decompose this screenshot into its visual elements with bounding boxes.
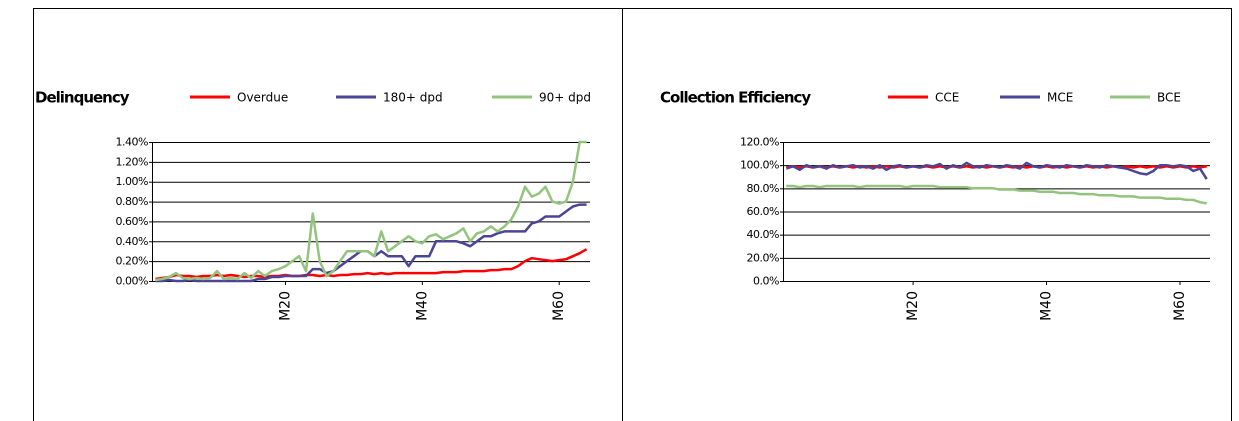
x-tick-label: M40 [414,291,430,321]
y-tick-label: 1.40% [116,136,148,149]
y-tick-label: 40.0% [747,228,779,241]
y-tick-label: 120.0% [740,136,779,149]
y-tick-label: 0.20% [116,255,148,268]
x-tick-label: M40 [1039,291,1055,321]
series-line [785,161,1208,180]
y-tick-label: 0.0% [753,275,779,288]
x-tick-label: M60 [1172,291,1188,321]
y-tick-label: 1.00% [116,175,148,188]
legend-label: CCE [935,91,959,105]
x-tick-label: M60 [551,291,567,321]
series-line [786,184,1207,205]
series-line [155,140,587,282]
legend-label: 180+ dpd [383,91,443,105]
y-tick-label: 0.40% [116,235,148,248]
y-tick-label: 20.0% [747,251,779,264]
legend-label: Overdue [237,91,288,105]
x-tick-label: M20 [278,291,294,321]
chart-title: Delinquency [35,89,130,107]
legend-label: BCE [1157,91,1181,105]
legend-label: 90+ dpd [539,91,591,105]
legend-label: MCE [1047,91,1073,105]
y-tick-label: 100.0% [740,159,779,172]
y-tick-label: 1.20% [116,155,148,168]
series-line [155,203,587,283]
y-tick-label: 0.00% [116,275,148,288]
chart-title: Collection Efficiency [660,89,811,107]
y-tick-label: 80.0% [747,182,779,195]
y-tick-label: 60.0% [747,205,779,218]
x-tick-label: M20 [905,291,921,321]
series-line [155,248,588,281]
y-tick-label: 0.80% [116,195,148,208]
y-tick-label: 0.60% [116,215,148,228]
